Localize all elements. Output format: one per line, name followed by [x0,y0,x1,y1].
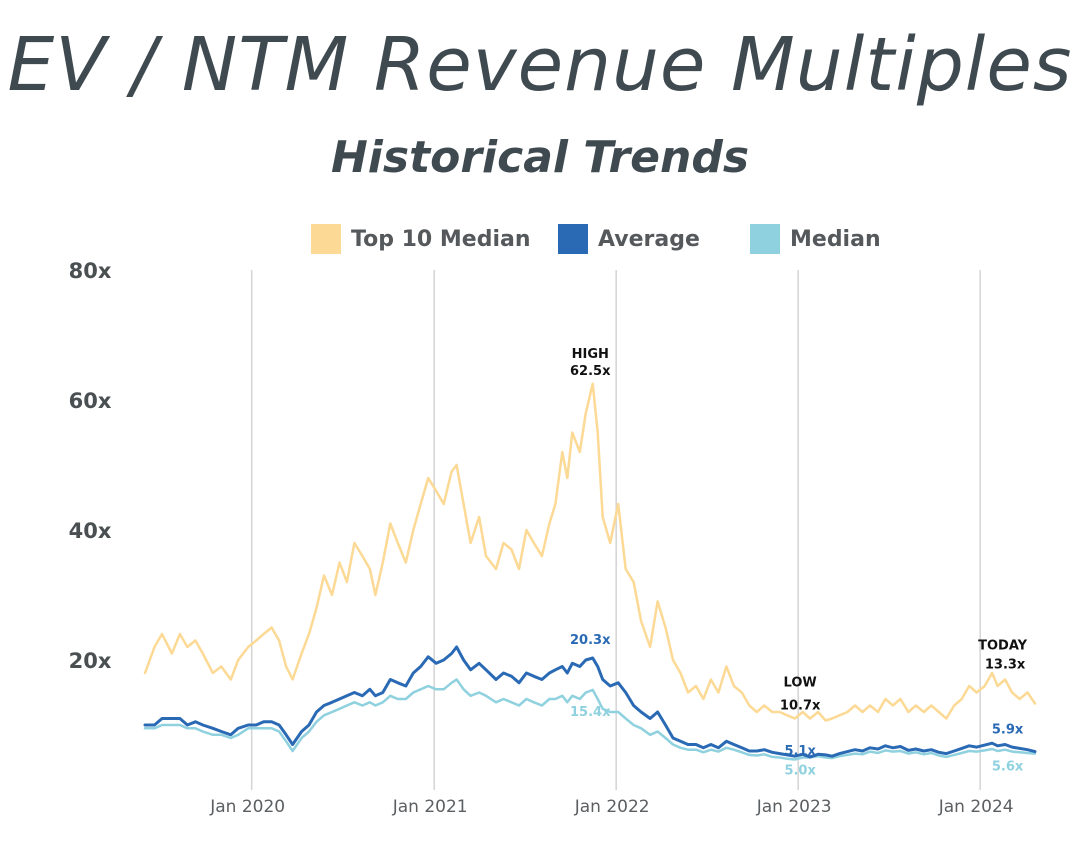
x-tick-label-jan-2022: Jan 2022 [574,797,650,817]
x-tick-label-jan-2023: Jan 2023 [756,797,832,817]
annotation-high-value: 62.5x [570,364,611,379]
x-tick-label-jan-2021: Jan 2021 [392,797,468,817]
y-tick-label-80: 80x [69,259,112,283]
legend-label-top10-median: Top 10 Median [351,226,531,252]
annotation-low-label: LOW [784,675,817,690]
series-line-median [143,678,1037,761]
chart-series-lines [143,382,1037,761]
chart-gridlines [250,270,981,790]
legend-label-median: Median [790,226,881,252]
legend-item-average: Average [558,222,700,256]
x-tick-label-jan-2020: Jan 2020 [209,797,285,817]
legend-swatch-median [750,224,780,254]
y-tick-label-40: 40x [69,519,112,543]
series-line-average [143,645,1037,759]
x-axis-tick-labels: Jan 2020 Jan 2021 Jan 2022 Jan 2023 Jan 2024 [209,797,1013,817]
legend-item-top10-median: Top 10 Median [311,222,531,256]
chart-subtitle: Historical Trends [330,132,750,183]
annotation-median-low: 5.0x [784,764,816,779]
annotation-avg-high: 20.3x [570,633,611,648]
series-line-top10-median [143,382,1037,722]
chart-title: EV / NTM Revenue Multiples [7,22,1073,108]
annotation-avg-low: 5.1x [784,744,816,759]
annotation-today-value: 13.3x [985,658,1026,673]
annotation-median-today: 5.6x [992,760,1024,775]
legend-label-average: Average [598,226,700,252]
annotation-median-high: 15.4x [570,705,611,720]
legend-item-median: Median [750,222,881,256]
legend-swatch-top10-median [311,224,341,254]
y-axis-tick-labels: 20x 40x 60x 80x [69,259,112,673]
y-tick-label-60: 60x [69,389,112,413]
chart-annotations: HIGH 62.5x 20.3x 15.4x LOW 10.7x 5.1x 5.0x TODAY… [570,347,1028,779]
annotation-high-label: HIGH [572,347,609,362]
annotation-low-value: 10.7x [780,698,821,713]
chart-legend: Top 10 Median Average Median [0,222,1080,258]
annotation-avg-today: 5.9x [992,723,1024,738]
x-tick-label-jan-2024: Jan 2024 [938,797,1014,817]
y-tick-label-20: 20x [69,649,112,673]
annotation-today-label: TODAY [978,639,1028,654]
legend-swatch-average [558,224,588,254]
